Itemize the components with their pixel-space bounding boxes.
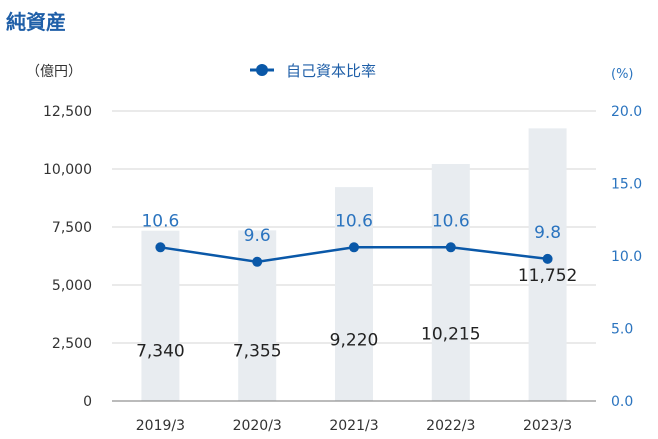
y-right-tick-label: 0.0 [611, 394, 633, 410]
bar-value-label: 7,355 [233, 342, 282, 362]
bar [528, 128, 567, 401]
y-right-tick-label: 20.0 [611, 104, 642, 120]
y-left-tick-label: 12,500 [43, 104, 92, 120]
ratio-value-label: 10.6 [335, 211, 373, 231]
x-tick-label: 2020/3 [233, 418, 282, 434]
ratio-value-label: 10.6 [141, 211, 179, 231]
legend-label: 自己資本比率 [286, 62, 376, 80]
x-tick-label: 2021/3 [329, 418, 378, 434]
bar-value-label: 7,340 [136, 342, 185, 362]
data-labels: 7,340 7,355 9,220 10,215 11,752 10.6 9.6 10.6 10… [136, 211, 577, 361]
bar [141, 230, 180, 401]
x-tick-label: 2023/3 [523, 418, 572, 434]
ratio-value-label: 9.8 [534, 223, 561, 243]
y-right-tick-label: 15.0 [611, 177, 642, 193]
ratio-point [349, 242, 359, 253]
y-left-tick-label: 0 [83, 394, 92, 410]
y-left-tick-label: 7,500 [52, 220, 92, 236]
legend-dot-marker [256, 64, 268, 76]
bar [335, 187, 373, 401]
y-left-tick-label: 10,000 [43, 162, 92, 178]
bar-value-label: 9,220 [330, 330, 379, 350]
x-tick-label: 2022/3 [426, 418, 475, 434]
bar [238, 230, 277, 401]
bar-value-label: 10,215 [421, 324, 480, 344]
ratio-line [155, 242, 553, 267]
ratio-value-label: 9.6 [244, 226, 271, 246]
bar [431, 164, 470, 401]
axes: 0 2,500 5,000 7,500 10,000 12,500 0.0 5.0 10.0 15… [43, 104, 642, 434]
ratio-point [445, 242, 456, 253]
bar-value-label: 11,752 [518, 266, 577, 286]
legend: 自己資本比率 [250, 62, 376, 80]
y-left-unit: （億円） [26, 64, 82, 80]
ratio-value-label: 10.6 [432, 211, 470, 231]
y-right-tick-label: 10.0 [611, 249, 642, 265]
x-tick-label: 2019/3 [136, 418, 185, 434]
ratio-point [155, 242, 166, 253]
y-right-tick-label: 5.0 [611, 322, 633, 338]
ratio-point [252, 256, 263, 267]
y-left-tick-label: 5,000 [52, 278, 92, 294]
y-right-unit: (%) [611, 67, 634, 82]
y-left-tick-label: 2,500 [52, 336, 92, 352]
chart-title: 純資産 [6, 10, 66, 34]
ratio-point [542, 253, 553, 264]
